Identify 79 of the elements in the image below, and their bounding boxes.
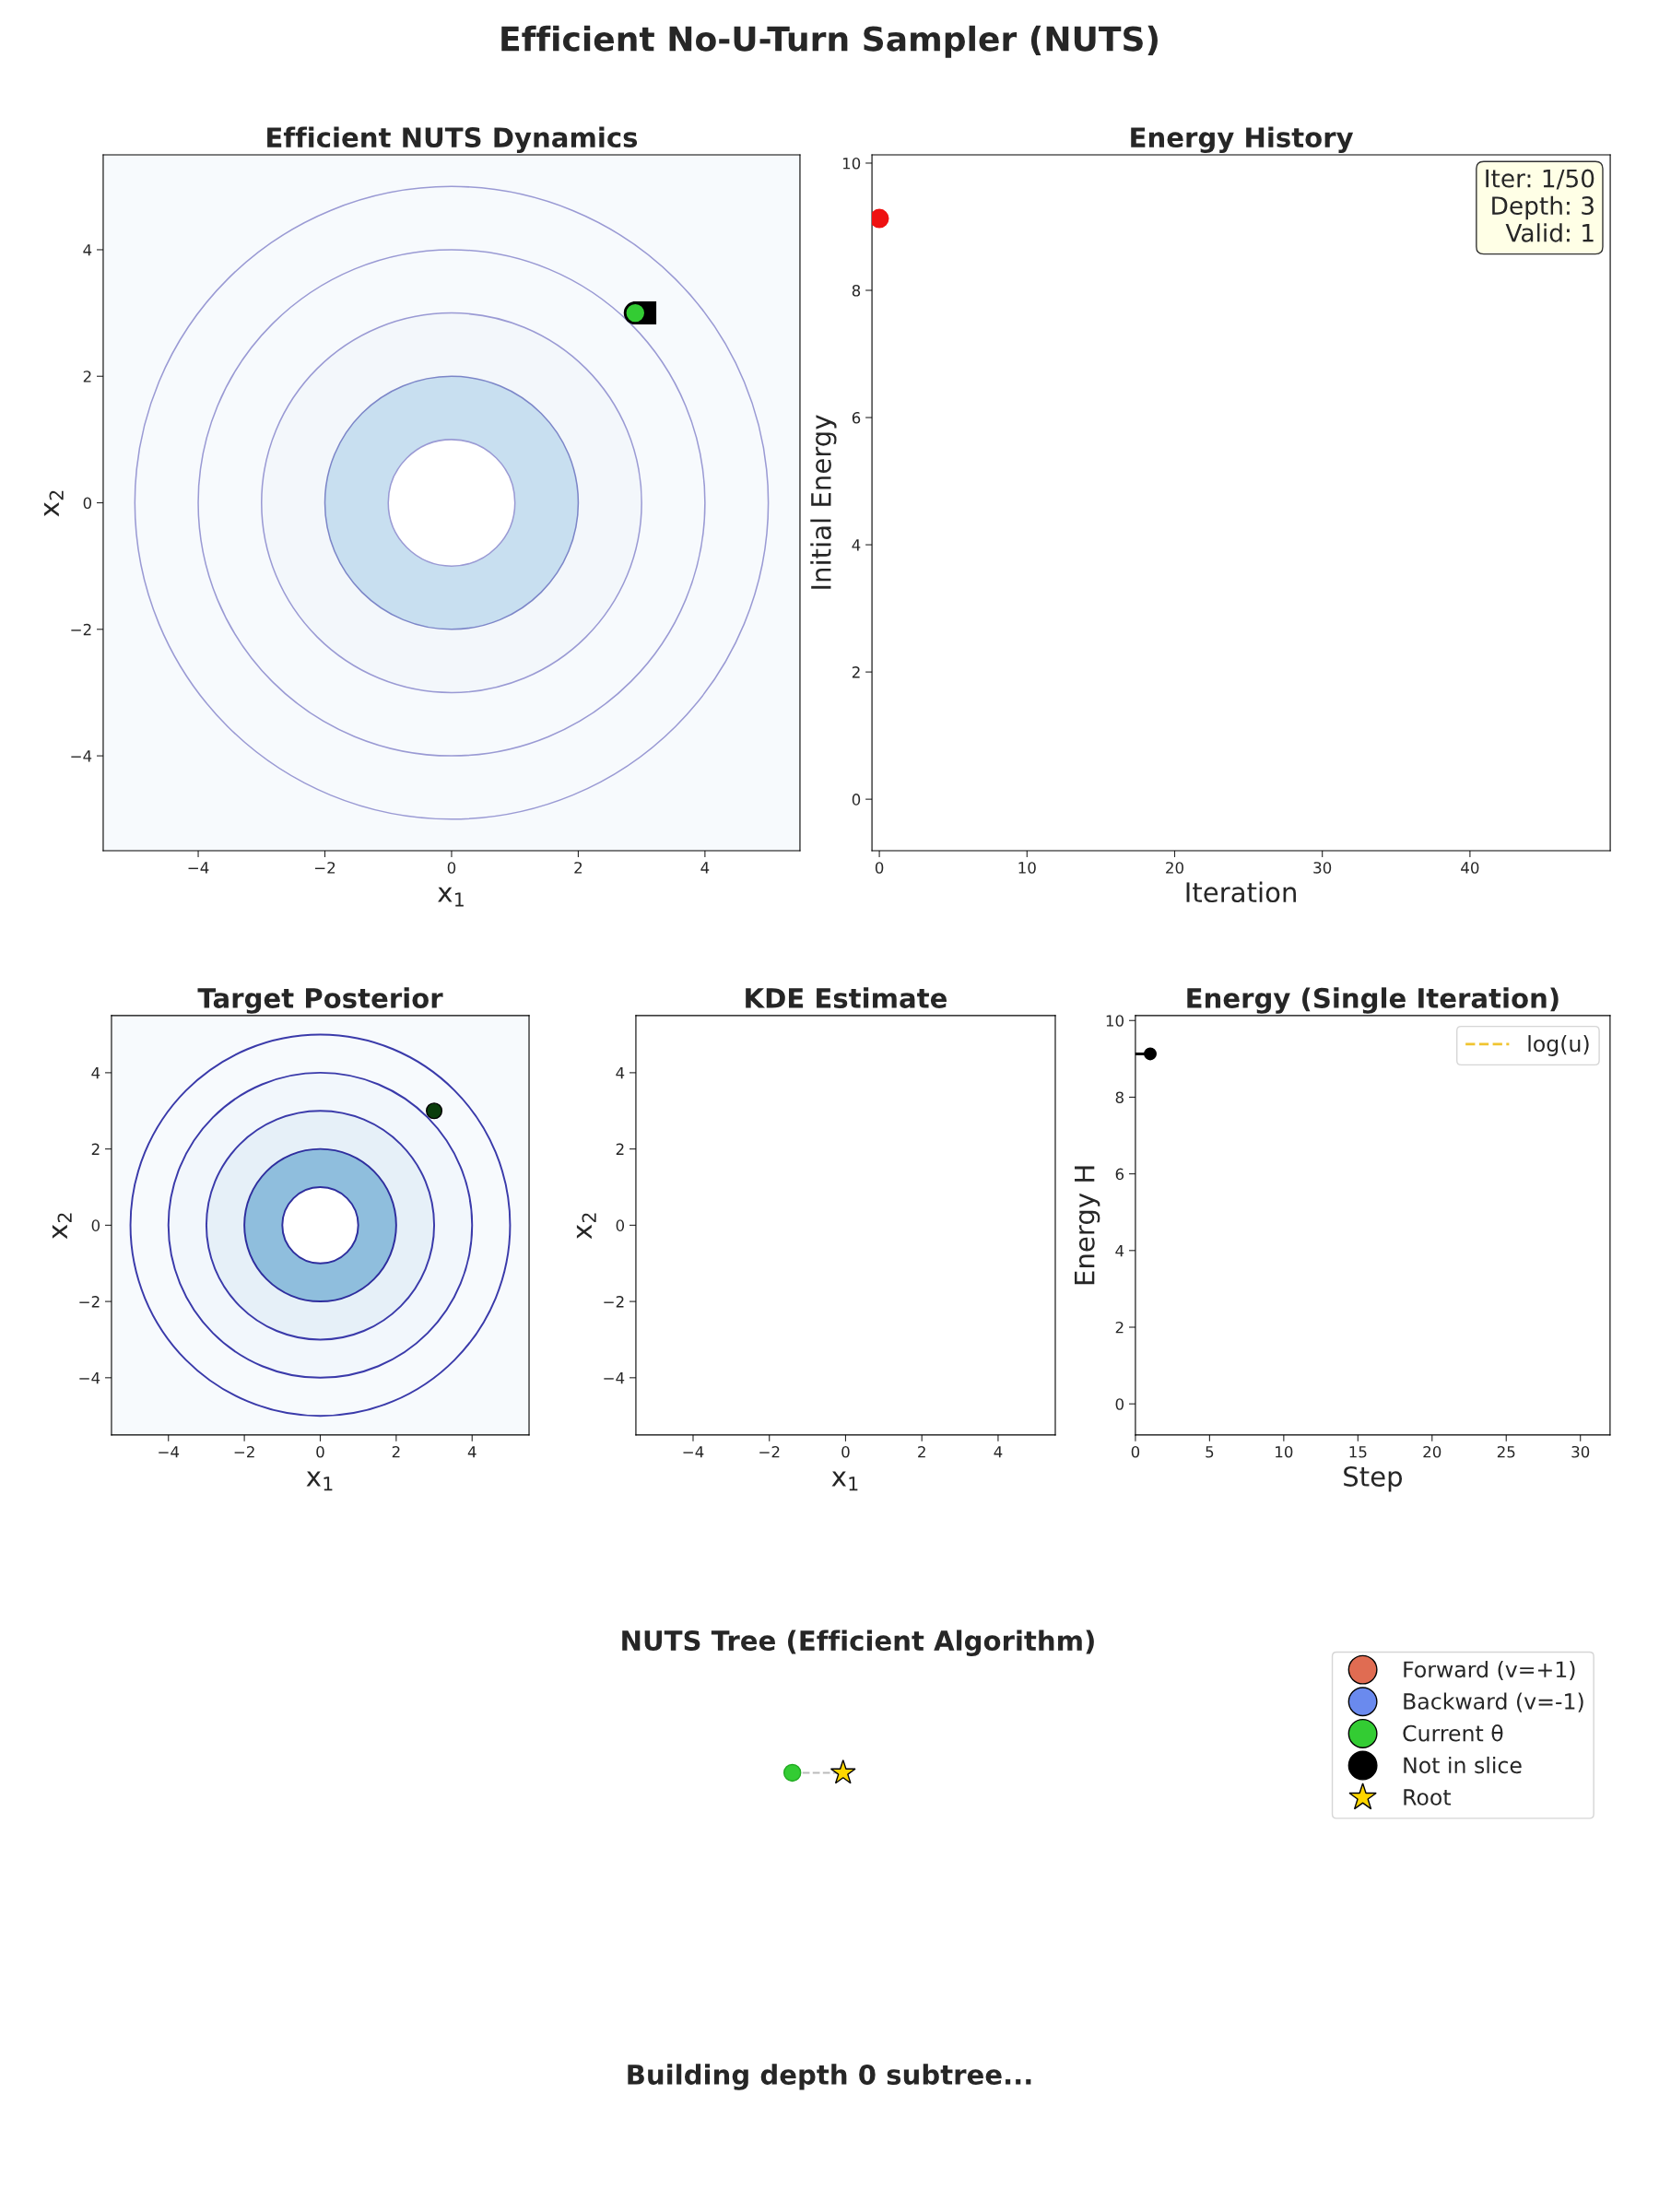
y-axis-title: x$_{2}$	[52, 1213, 72, 1240]
x-tick-label: −4	[188, 862, 209, 874]
y-axis-title: x$_{2}$	[43, 490, 64, 517]
y-tick-label: 6	[1115, 1168, 1124, 1181]
chart-title: Efficient NUTS Dynamics	[267, 126, 638, 153]
x-axis-title: x$_{1}$	[306, 1471, 333, 1491]
y-tick-label: −2	[79, 1296, 100, 1308]
annotation: Iter: 1/50 Depth: 3 Valid: 1	[1486, 169, 1594, 242]
y-axis-title: x$_{2}$	[576, 1213, 596, 1240]
x-tick-label: 30	[1571, 1445, 1590, 1458]
x-axis-title: Step	[1344, 1465, 1403, 1492]
x-tick-label: 0	[841, 1445, 850, 1458]
y-tick-label: 0	[91, 1219, 100, 1231]
y-tick-label: 2	[616, 1143, 624, 1155]
y-tick-label: 4	[91, 1067, 100, 1079]
x-tick-label: 4	[467, 1446, 477, 1458]
y-tick-label: 4	[852, 539, 861, 551]
y-tick-label: 0	[1115, 1398, 1124, 1410]
legend-label: Backward (v=-1)	[1404, 1692, 1583, 1712]
y-tick-label: 10	[842, 157, 861, 170]
x-tick-label: 10	[1276, 1445, 1293, 1458]
chart-title: Energy History	[1131, 126, 1354, 153]
y-tick-label: 10	[1106, 1015, 1124, 1027]
text: Efficient No-U-Turn Sampler (NUTS)	[501, 25, 1158, 58]
y-tick-label: 2	[83, 371, 91, 382]
x-axis-title: Iteration	[1186, 881, 1296, 903]
x-tick-label: 20	[1423, 1445, 1441, 1458]
x-tick-label: 5	[1206, 1446, 1214, 1458]
x-axis-title: x$_{1}$	[438, 887, 464, 907]
text: NUTS Tree (Efficient Algorithm)	[622, 1630, 1094, 1656]
x-tick-label: 0	[447, 862, 456, 874]
y-tick-label: 2	[1115, 1321, 1124, 1334]
x-tick-label: 0	[1131, 1445, 1140, 1458]
legend-label: Not in slice	[1404, 1756, 1522, 1774]
y-tick-label: 4	[1115, 1244, 1124, 1257]
y-tick-label: 2	[91, 1143, 100, 1155]
x-tick-label: −2	[234, 1445, 254, 1458]
y-tick-label: 8	[1115, 1091, 1124, 1103]
x-tick-label: 30	[1313, 862, 1332, 874]
y-tick-label: 0	[616, 1219, 625, 1231]
y-tick-label: −2	[71, 623, 91, 636]
y-tick-label: 4	[616, 1067, 625, 1079]
y-tick-label: −4	[71, 750, 92, 762]
x-tick-label: 2	[574, 862, 582, 874]
y-tick-label: 8	[852, 284, 861, 297]
x-tick-label: 4	[994, 1446, 1003, 1458]
x-tick-label: −2	[759, 1445, 780, 1458]
legend-label: log(u)	[1528, 1035, 1589, 1056]
y-tick-label: 2	[852, 666, 860, 678]
legend-label: Current θ	[1403, 1724, 1503, 1742]
x-tick-label: 40	[1461, 862, 1479, 874]
y-tick-label: 0	[83, 497, 92, 510]
y-tick-label: 0	[852, 794, 861, 806]
x-tick-label: −4	[159, 1446, 180, 1458]
text: Building depth 0 subtree...	[628, 2064, 1031, 2090]
y-tick-label: −4	[79, 1372, 100, 1384]
legend-label: Forward (v=+1)	[1404, 1660, 1575, 1680]
x-tick-label: 0	[316, 1445, 324, 1458]
x-tick-label: 2	[918, 1445, 925, 1458]
x-tick-label: −2	[314, 862, 335, 874]
x-tick-label: 4	[700, 862, 710, 874]
chart-title: Energy (Single Iteration)	[1187, 987, 1559, 1014]
y-axis-title: Initial Energy	[810, 415, 837, 589]
x-tick-label: 20	[1166, 862, 1183, 874]
chart-title: Target Posterior	[197, 987, 443, 1014]
y-tick-label: 6	[852, 412, 861, 424]
y-tick-label: −2	[604, 1296, 624, 1308]
x-tick-label: 15	[1349, 1446, 1367, 1458]
y-axis-title: Energy H	[1075, 1166, 1100, 1285]
y-tick-label: −4	[604, 1372, 625, 1384]
chart-title: KDE Estimate	[746, 987, 947, 1008]
x-tick-label: 2	[392, 1445, 400, 1458]
x-axis-title: x$_{1}$	[831, 1471, 858, 1491]
legend-label: Root	[1404, 1789, 1452, 1806]
x-tick-label: −4	[683, 1446, 704, 1458]
y-tick-label: 4	[83, 244, 92, 256]
x-tick-label: 25	[1497, 1445, 1515, 1458]
x-tick-label: 0	[875, 862, 884, 874]
x-tick-label: 10	[1018, 862, 1036, 874]
